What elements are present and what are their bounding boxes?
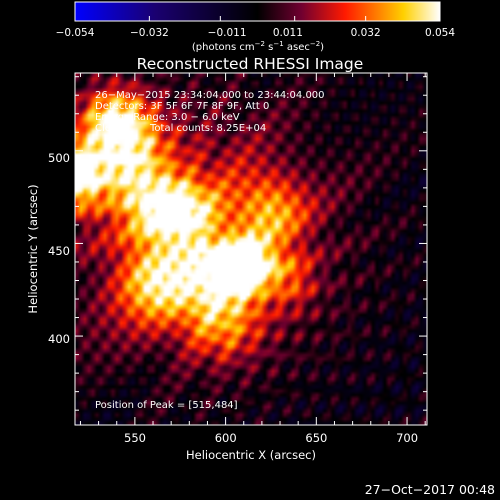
x-tick-label: 550 <box>124 431 146 445</box>
annotation-counts: Total counts: 8.25E+04 <box>149 123 266 134</box>
x-axis-label: Heliocentric X (arcsec) <box>186 448 316 462</box>
chart-title: Reconstructed RHESSI Image <box>137 55 364 73</box>
heatmap-image <box>75 73 427 425</box>
x-tick-label: 700 <box>396 431 418 445</box>
colorbar-unit-label: (photons cm−2 s−1 asec−2) <box>192 40 324 53</box>
colorbar-tick-label: 0.011 <box>273 27 303 39</box>
colorbar-tick-label: 0.032 <box>351 27 381 39</box>
y-axis-label: Heliocentric Y (arcsec) <box>26 184 40 313</box>
colorbar-tick-label: −0.054 <box>56 27 95 39</box>
colorbar-tick-label: −0.032 <box>130 27 169 39</box>
colorbar-tick-label: −0.011 <box>208 27 247 39</box>
annotation-method: Clean <box>95 123 123 134</box>
x-tick-label: 650 <box>305 431 327 445</box>
y-tick-label: 500 <box>48 151 70 165</box>
annotation-detectors: Detectors: 3F 5F 6F 7F 8F 9F, Att 0 <box>95 101 269 112</box>
footer-date: 27−Oct−2017 00:48 <box>365 482 495 497</box>
axis-ticks <box>75 73 427 425</box>
annotation-energy: Energy Range: 3.0 − 6.0 keV <box>95 112 240 123</box>
colorbar-ticks <box>74 16 441 21</box>
annotation-time-range: 26−May−2015 23:34:04.000 to 23:44:04.000 <box>95 90 325 101</box>
colorbar-tick-label: 0.054 <box>425 27 455 39</box>
x-tick-label: 600 <box>215 431 237 445</box>
y-tick-label: 400 <box>48 332 70 346</box>
annotation-peak: Position of Peak = [515,484] <box>95 400 238 411</box>
y-tick-label: 450 <box>48 244 70 258</box>
plot-frame <box>74 72 428 426</box>
colorbar <box>74 1 441 22</box>
